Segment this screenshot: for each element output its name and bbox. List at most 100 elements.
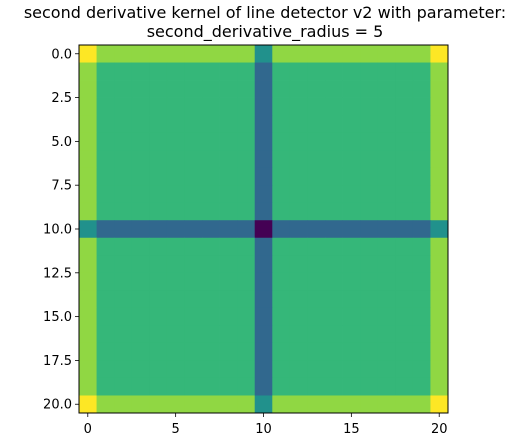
- chart-title: second derivative kernel of line detecto…: [0, 3, 530, 41]
- heatmap-cell: [377, 325, 396, 344]
- heatmap-cell: [395, 62, 414, 81]
- y-axis: 0.0 2.5 5.0 7.5 10.0 12.5 15.0 17.5 20.0: [43, 47, 79, 413]
- heatmap-cell: [254, 325, 273, 344]
- heatmap-cell: [360, 342, 379, 361]
- heatmap-cell: [96, 220, 115, 239]
- heatmap-cells: [79, 45, 449, 414]
- heatmap-cell: [96, 342, 115, 361]
- heatmap-cell: [412, 255, 431, 274]
- heatmap-cell: [430, 167, 449, 186]
- heatmap-cell: [342, 237, 361, 256]
- heatmap-cell: [430, 290, 449, 309]
- heatmap-cell: [79, 290, 97, 309]
- heatmap-cell: [395, 325, 414, 344]
- heatmap-cell: [254, 377, 273, 396]
- heatmap-cell: [184, 360, 203, 379]
- heatmap-cell: [79, 202, 97, 221]
- y-tick-label: 15.0: [43, 310, 72, 325]
- heatmap-cell: [377, 360, 396, 379]
- y-tick-label: 20.0: [43, 398, 72, 413]
- heatmap-cell: [114, 150, 133, 169]
- heatmap-cell: [342, 167, 361, 186]
- heatmap-cell: [325, 255, 343, 274]
- heatmap-cell: [114, 97, 133, 116]
- heatmap-cell: [237, 272, 256, 291]
- heatmap-cell: [114, 255, 133, 274]
- heatmap-cell: [430, 97, 449, 116]
- heatmap-cell: [79, 45, 97, 63]
- heatmap-cell: [79, 272, 97, 291]
- heatmap-cell: [79, 97, 97, 116]
- heatmap-cell: [360, 97, 379, 116]
- heatmap-cell: [131, 167, 150, 186]
- heatmap-cell: [272, 255, 291, 274]
- heatmap-cell: [360, 132, 379, 151]
- heatmap-cell: [184, 237, 203, 256]
- heatmap-cell: [430, 272, 449, 291]
- heatmap-cell: [219, 185, 238, 204]
- heatmap-cell: [325, 150, 343, 169]
- heatmap-cell: [430, 202, 449, 221]
- heatmap-cell: [272, 342, 291, 361]
- heatmap-cell: [79, 360, 97, 379]
- heatmap-cell: [166, 202, 185, 221]
- heatmap-cell: [202, 395, 220, 414]
- heatmap-cell: [325, 237, 343, 256]
- heatmap-cell: [237, 342, 256, 361]
- heatmap-cell: [377, 150, 396, 169]
- x-tick-label: 5: [172, 422, 180, 437]
- heatmap-cell: [79, 342, 97, 361]
- heatmap-cell: [149, 307, 168, 326]
- heatmap-cell: [79, 220, 97, 239]
- heatmap-cell: [289, 360, 308, 379]
- heatmap-cell: [254, 80, 273, 98]
- heatmap-cell: [166, 97, 185, 116]
- heatmap-cell: [79, 325, 97, 344]
- heatmap-cell: [289, 290, 308, 309]
- heatmap-cell: [237, 80, 256, 98]
- heatmap-cell: [430, 45, 449, 63]
- heatmap-cell: [166, 325, 185, 344]
- heatmap-cell: [237, 325, 256, 344]
- heatmap-cell: [79, 185, 97, 204]
- heatmap-cell: [377, 342, 396, 361]
- heatmap-cell: [377, 97, 396, 116]
- heatmap-cell: [342, 395, 361, 414]
- heatmap-cell: [395, 377, 414, 396]
- heatmap-cell: [325, 62, 343, 81]
- heatmap-cell: [430, 185, 449, 204]
- heatmap-cell: [166, 307, 185, 326]
- heatmap-cell: [96, 167, 115, 186]
- heatmap-cell: [202, 45, 220, 63]
- heatmap-cell: [149, 150, 168, 169]
- heatmap-cell: [184, 395, 203, 414]
- heatmap-cell: [325, 325, 343, 344]
- heatmap-cell: [395, 150, 414, 169]
- y-tick-label: 10.0: [43, 223, 72, 238]
- heatmap-cell: [325, 220, 343, 239]
- heatmap-cell: [430, 150, 449, 169]
- heatmap-cell: [325, 395, 343, 414]
- heatmap-cell: [342, 272, 361, 291]
- heatmap-cell: [254, 150, 273, 169]
- heatmap-cell: [184, 272, 203, 291]
- heatmap-cell: [342, 62, 361, 81]
- heatmap-cell: [219, 342, 238, 361]
- heatmap-cell: [114, 80, 133, 98]
- heatmap-cell: [202, 185, 220, 204]
- heatmap-cell: [360, 185, 379, 204]
- heatmap-cell: [289, 167, 308, 186]
- heatmap-cell: [272, 307, 291, 326]
- heatmap-cell: [254, 45, 273, 63]
- heatmap-cell: [307, 290, 326, 309]
- heatmap-cell: [114, 185, 133, 204]
- heatmap-cell: [96, 290, 115, 309]
- heatmap-cell: [395, 290, 414, 309]
- heatmap-cell: [202, 132, 220, 151]
- heatmap-cell: [184, 202, 203, 221]
- heatmap-cell: [289, 62, 308, 81]
- heatmap-cell: [360, 307, 379, 326]
- heatmap-cell: [96, 360, 115, 379]
- heatmap-cell: [202, 62, 220, 81]
- heatmap-cell: [395, 167, 414, 186]
